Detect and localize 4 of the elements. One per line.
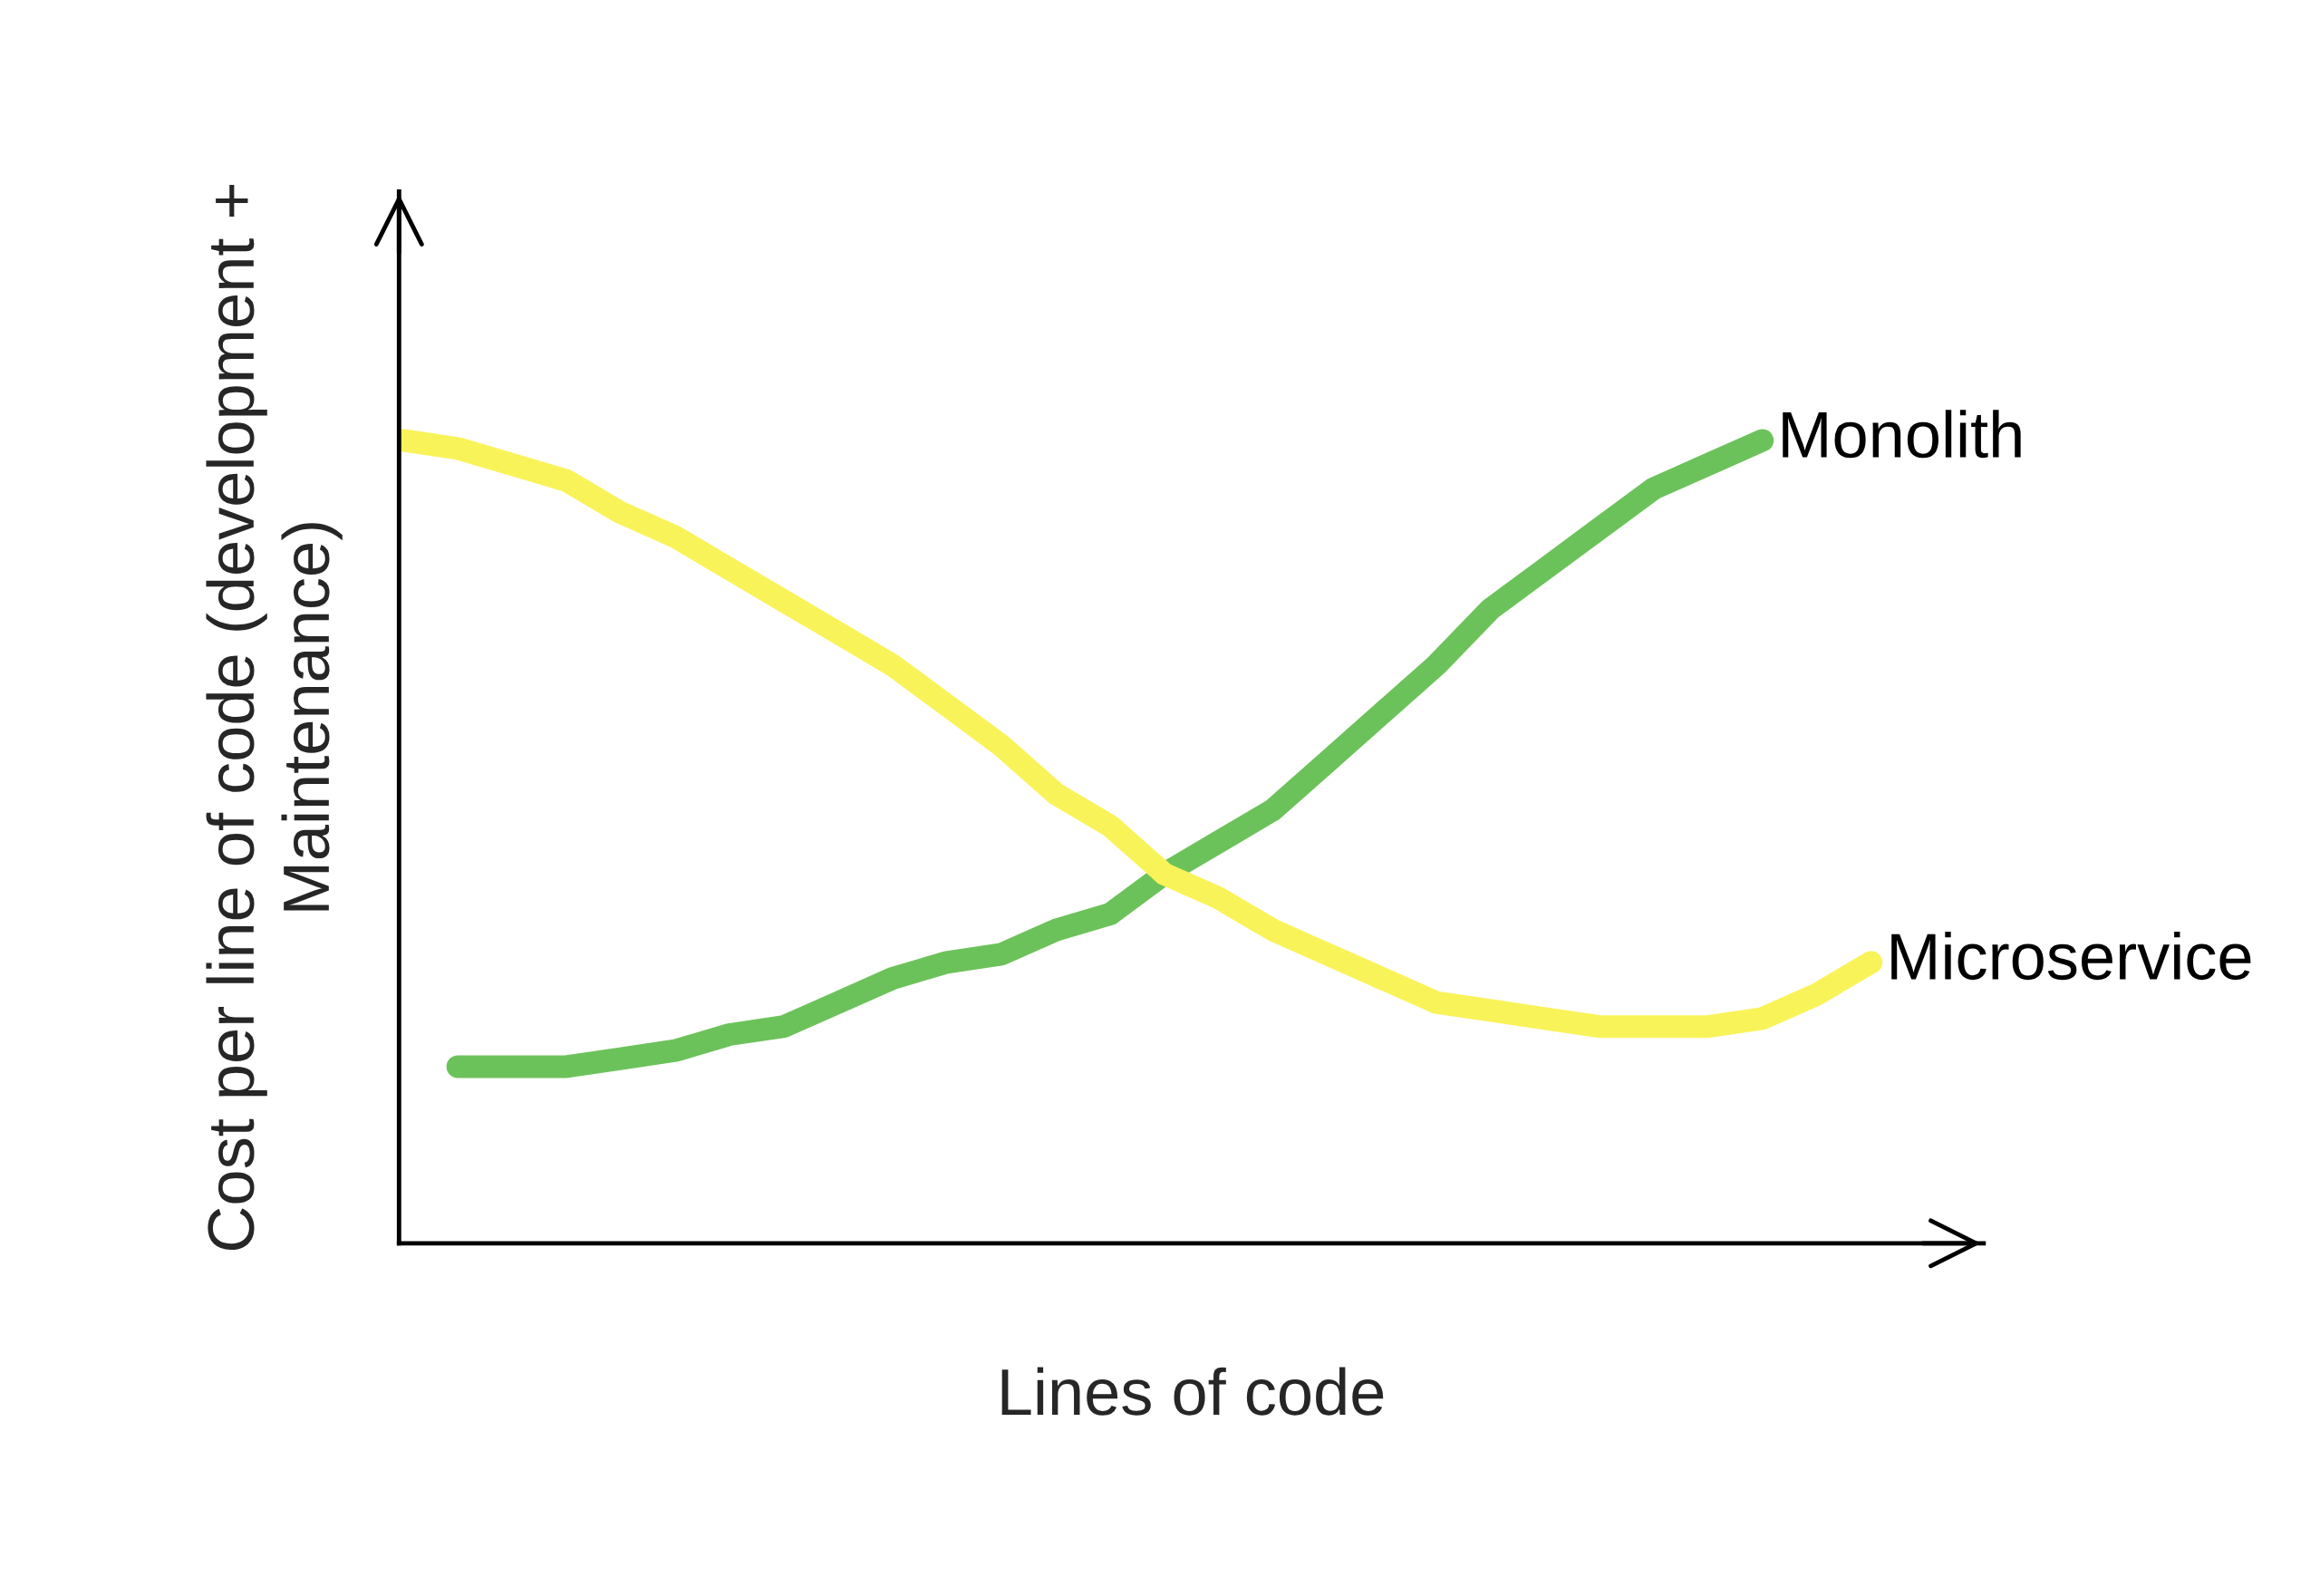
x-axis-title: Lines of code [1001, 1367, 1384, 1416]
y-axis-title: Cost per line of code (development + Maintenance) [206, 184, 343, 1251]
series-label: Microservice [1891, 932, 2251, 981]
series-label: Monolith [1783, 410, 2021, 459]
